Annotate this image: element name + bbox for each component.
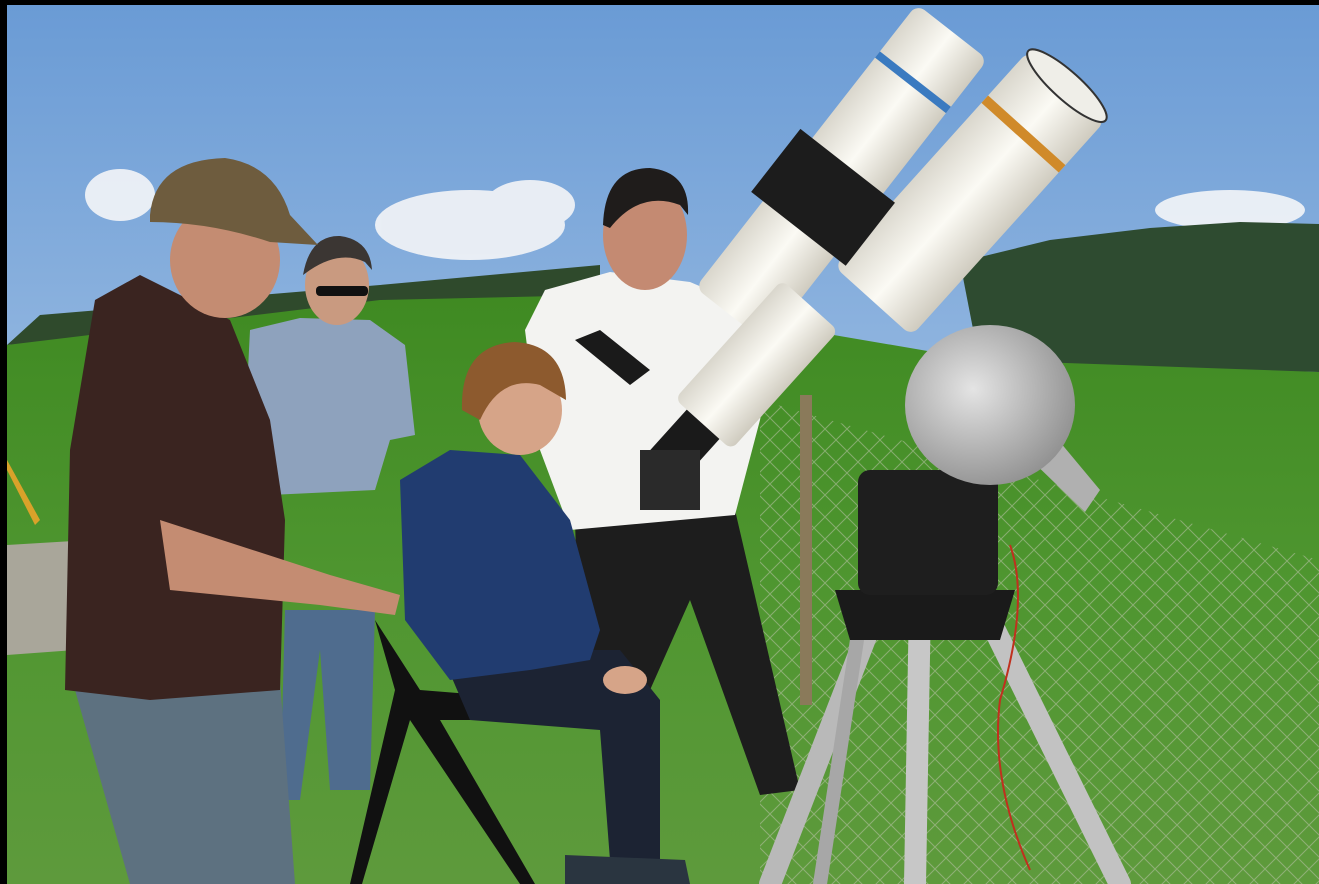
- cloud: [85, 169, 155, 221]
- cloud: [485, 180, 575, 230]
- mount-base: [858, 470, 998, 595]
- hand: [603, 666, 647, 694]
- page: [0, 0, 1319, 884]
- tripod-leg: [915, 600, 920, 884]
- fence-post: [800, 395, 812, 705]
- counterweight: [905, 325, 1075, 485]
- diagonal: [640, 450, 700, 510]
- sunglasses: [316, 286, 368, 296]
- photo: [0, 0, 1319, 884]
- tripod-head: [835, 590, 1015, 640]
